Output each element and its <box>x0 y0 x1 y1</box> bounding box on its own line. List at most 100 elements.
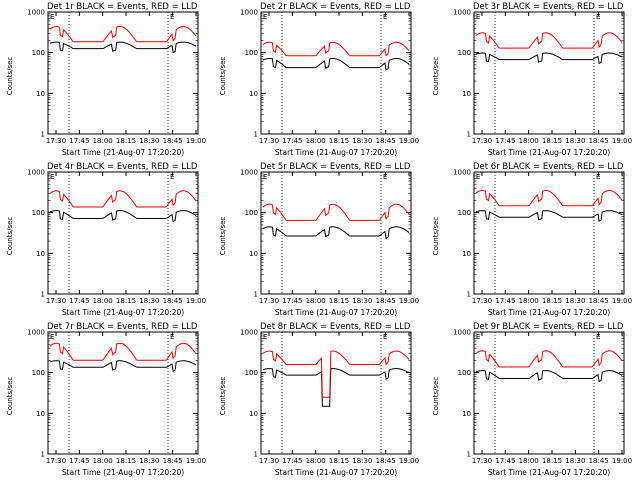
x-tick-label: 18:30 <box>139 297 159 305</box>
panel-title: Det 1r BLACK = Events, RED = LLD <box>47 2 198 12</box>
series-lld-line <box>49 25 197 43</box>
chart-svg: 1 10 100 1000 17:30 17:45 18:00 18:15 18:30 18:45… <box>27 9 206 146</box>
x-tick-label: 18:30 <box>565 457 585 465</box>
y-tick-label: 10 <box>249 250 258 258</box>
x-tick-label: 18:30 <box>352 137 372 145</box>
eclipse-marker-label: E <box>383 13 387 21</box>
x-tick-label: 18:45 <box>163 137 183 145</box>
y-tick-label: 1 <box>467 131 471 139</box>
x-tick-label: 18:30 <box>565 137 585 145</box>
x-tick-label: 17:30 <box>259 137 279 145</box>
y-tick-label: 100 <box>458 369 471 377</box>
x-axis-label: Start Time (21-Aug-07 17:20:20) <box>274 468 398 477</box>
x-tick-label: 19:00 <box>612 137 632 145</box>
y-tick-label: 10 <box>462 410 471 418</box>
series-events-line <box>262 226 410 240</box>
eclipse-marker-label: E <box>170 173 174 181</box>
eclipse-marker-label: E <box>596 173 600 181</box>
y-tick-label: 10 <box>249 410 258 418</box>
x-tick-label: 17:30 <box>472 297 492 305</box>
y-tick-label: 100 <box>245 49 258 57</box>
x-tick-label: 17:45 <box>69 457 89 465</box>
panel-title: Det 4r BLACK = Events, RED = LLD <box>47 162 198 172</box>
plot-frame <box>473 171 625 295</box>
series-events-line <box>262 58 410 71</box>
y-tick-label: 1 <box>254 451 258 459</box>
series-events-line <box>475 370 623 383</box>
x-tick-label: 18:00 <box>519 137 539 145</box>
series-lld-line <box>475 350 623 368</box>
series-events-line <box>475 52 623 65</box>
x-tick-label: 19:00 <box>186 297 206 305</box>
chart-svg: 1 10 100 1000 17:30 17:45 18:00 18:15 18:30 18:45… <box>453 9 632 146</box>
chart-svg: 1 10 100 1000 17:30 17:45 18:00 18:15 18:30 18:45… <box>27 329 206 466</box>
x-axis-label: Start Time (21-Aug-07 17:20:20) <box>61 148 185 157</box>
y-tick-label: 1000 <box>27 329 45 337</box>
y-tick-label: 1 <box>254 131 258 139</box>
series-lld-line <box>262 41 410 57</box>
x-tick-label: 17:45 <box>282 137 302 145</box>
y-tick-label: 100 <box>245 369 258 377</box>
x-tick-label: 17:30 <box>472 137 492 145</box>
x-tick-label: 18:45 <box>376 137 396 145</box>
series-events-line <box>475 210 623 222</box>
eclipse-marker-label: E <box>50 173 54 181</box>
x-axis-label: Start Time (21-Aug-07 17:20:20) <box>274 148 398 157</box>
chart-svg: 1 10 100 1000 17:30 17:45 18:00 18:15 18:30 18:45… <box>453 169 632 306</box>
eclipse-marker-label: E <box>476 333 480 341</box>
x-tick-label: 18:45 <box>589 457 609 465</box>
x-tick-label: 18:30 <box>352 457 372 465</box>
x-tick-label: 18:15 <box>329 137 349 145</box>
x-tick-label: 18:15 <box>542 457 562 465</box>
y-tick-label: 100 <box>32 209 45 217</box>
x-tick-label: 18:00 <box>93 297 113 305</box>
y-tick-label: 100 <box>32 49 45 57</box>
x-tick-label: 19:00 <box>186 457 206 465</box>
x-tick-label: 19:00 <box>399 457 419 465</box>
eclipse-marker-label: E <box>170 13 174 21</box>
series-events-line <box>262 368 410 407</box>
plot-frame <box>47 331 199 455</box>
chart-svg: 1 10 100 1000 17:30 17:45 18:00 18:15 18:30 18:45… <box>240 9 419 146</box>
x-tick-label: 17:30 <box>472 457 492 465</box>
x-tick-label: 18:30 <box>139 137 159 145</box>
x-tick-label: 19:00 <box>399 137 419 145</box>
y-tick-label: 1 <box>41 291 45 299</box>
chart-panel: Det 1r BLACK = Events, RED = LLD Counts/… <box>0 0 213 160</box>
y-tick-label: 1000 <box>240 9 258 17</box>
y-tick-label: 10 <box>36 410 45 418</box>
x-tick-label: 19:00 <box>612 297 632 305</box>
y-tick-label: 100 <box>458 49 471 57</box>
plot-frame <box>260 331 412 455</box>
x-tick-label: 17:45 <box>282 457 302 465</box>
x-tick-label: 18:45 <box>163 297 183 305</box>
y-tick-label: 10 <box>36 250 45 258</box>
y-tick-label: 100 <box>458 209 471 217</box>
x-tick-label: 17:30 <box>259 457 279 465</box>
x-tick-label: 18:00 <box>306 297 326 305</box>
chart-panel: Det 6r BLACK = Events, RED = LLD Counts/… <box>426 160 639 320</box>
eclipse-marker-label: E <box>596 333 600 341</box>
x-tick-label: 18:30 <box>139 457 159 465</box>
x-tick-label: 17:45 <box>282 297 302 305</box>
y-tick-label: 1000 <box>240 329 258 337</box>
chart-svg: 1 10 100 1000 17:30 17:45 18:00 18:15 18:30 18:45… <box>240 169 419 306</box>
chart-panel: Det 7r BLACK = Events, RED = LLD Counts/… <box>0 320 213 480</box>
panel-title: Det 3r BLACK = Events, RED = LLD <box>473 2 624 12</box>
panel-title: Det 5r BLACK = Events, RED = LLD <box>260 162 411 172</box>
eclipse-marker-label: E <box>476 13 480 21</box>
y-tick-label: 1 <box>41 451 45 459</box>
x-tick-label: 17:30 <box>46 137 66 145</box>
series-lld-line <box>49 342 197 361</box>
x-tick-label: 18:00 <box>306 457 326 465</box>
chart-svg: 1 10 100 1000 17:30 17:45 18:00 18:15 18:30 18:45… <box>453 329 632 466</box>
x-tick-label: 18:45 <box>163 457 183 465</box>
series-lld-line <box>49 190 197 208</box>
x-tick-label: 18:00 <box>93 457 113 465</box>
y-tick-label: 1000 <box>27 169 45 177</box>
x-tick-label: 17:45 <box>495 137 515 145</box>
y-tick-label: 10 <box>462 90 471 98</box>
panel-title: Det 9r BLACK = Events, RED = LLD <box>473 322 624 332</box>
x-tick-label: 18:45 <box>376 297 396 305</box>
